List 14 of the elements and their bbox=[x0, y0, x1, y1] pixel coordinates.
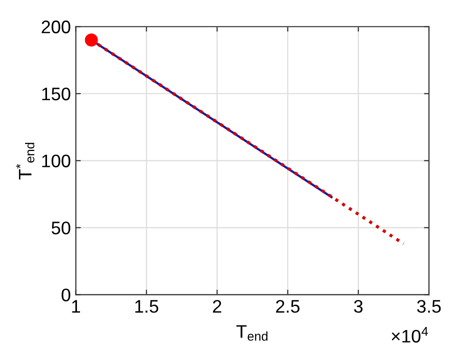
y-tick-label: 200 bbox=[42, 20, 70, 34]
y-tick-label: 0 bbox=[62, 288, 70, 302]
x-axis-title: T$_{end}$ bbox=[236, 325, 268, 341]
y-tick-label: 150 bbox=[42, 88, 70, 100]
x-tick-label: 1.5 bbox=[135, 300, 158, 313]
x-tick-label: 2 bbox=[212, 300, 222, 313]
text: ×10$^{4}$ bbox=[392, 327, 428, 343]
y-axis-title: T$^{*}$$_{end}$ bbox=[16, 142, 34, 180]
x-tick-label: 1 bbox=[72, 300, 80, 313]
x-tick-label: 3 bbox=[354, 300, 363, 313]
x-tick-label: 3.5 bbox=[417, 300, 441, 313]
y-tick-label: 100 bbox=[42, 154, 70, 168]
y-tick-label: 50 bbox=[52, 222, 70, 234]
x-tick-label: 2.5 bbox=[276, 300, 300, 313]
